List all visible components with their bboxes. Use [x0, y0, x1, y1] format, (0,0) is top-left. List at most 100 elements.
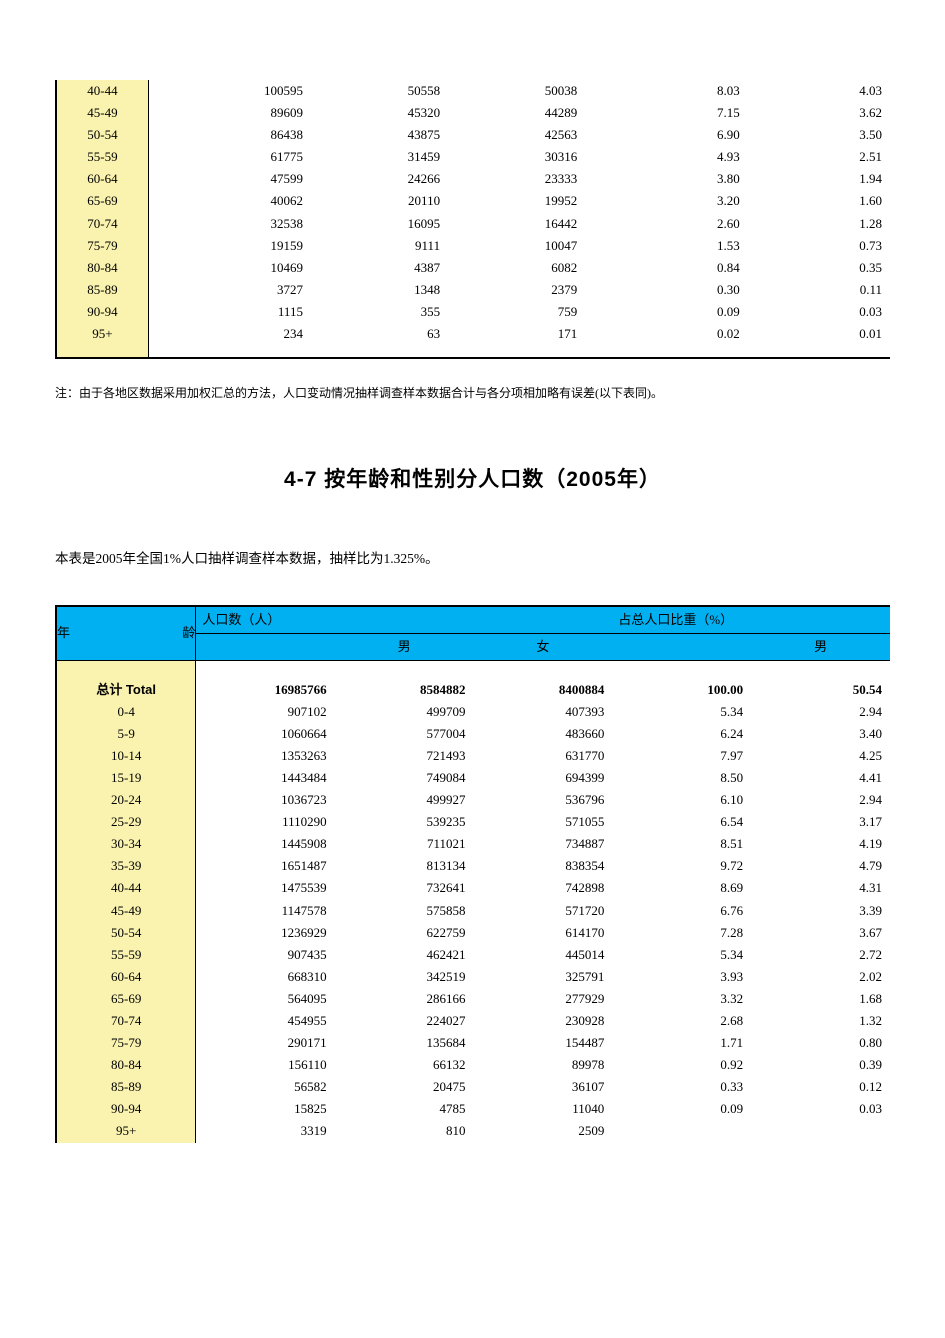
data-cell: 3.93 — [612, 966, 751, 988]
data-cell: 4785 — [335, 1098, 474, 1120]
header-sub-male2: 男 — [751, 634, 890, 661]
data-cell: 16442 — [448, 213, 585, 235]
age-cell: 70-74 — [57, 213, 148, 235]
data-cell: 0.11 — [748, 279, 890, 301]
data-cell: 1.68 — [751, 988, 890, 1010]
page: 40-4410059550558500388.034.0345-49896094… — [0, 0, 945, 1183]
data-cell: 0.33 — [612, 1076, 751, 1098]
data-cell: 1236929 — [196, 922, 335, 944]
table-row: 15-1914434847490846943998.504.41 — [57, 767, 890, 789]
table-row: 95+33198102509 — [57, 1120, 890, 1142]
age-cell: 45-49 — [57, 900, 196, 922]
data-cell: 1.71 — [612, 1032, 751, 1054]
table2-container: 年龄 人口数（人） 占总人口比重（%） 男 女 男 总计 Total 16985… — [55, 605, 890, 1143]
data-cell: 7.97 — [612, 745, 751, 767]
data-cell: 8.50 — [612, 767, 751, 789]
data-cell: 8.03 — [585, 80, 748, 102]
data-cell: 0.35 — [748, 257, 890, 279]
data-cell: 3.39 — [751, 900, 890, 922]
data-cell: 575858 — [335, 900, 474, 922]
data-cell: 234 — [148, 323, 311, 357]
age-cell: 25-29 — [57, 811, 196, 833]
data-cell: 43875 — [311, 124, 448, 146]
table2-spacer — [57, 661, 890, 679]
data-cell: 5.34 — [612, 944, 751, 966]
data-cell: 342519 — [335, 966, 474, 988]
table-row: 40-4410059550558500388.034.03 — [57, 80, 890, 102]
section-title: 4-7 按年龄和性别分人口数（2005年） — [55, 463, 890, 493]
total-c2: 8584882 — [335, 679, 474, 701]
data-cell: 1110290 — [196, 811, 335, 833]
header-sub-female: 女 — [473, 634, 612, 661]
data-cell: 2.72 — [751, 944, 890, 966]
data-cell: 355 — [311, 301, 448, 323]
table-row: 45-498960945320442897.153.62 — [57, 102, 890, 124]
table1-container: 40-4410059550558500388.034.0345-49896094… — [55, 80, 890, 359]
table-row: 90-94158254785110400.090.03 — [57, 1098, 890, 1120]
data-cell: 407393 — [473, 701, 612, 723]
data-cell: 45320 — [311, 102, 448, 124]
data-cell: 10469 — [148, 257, 311, 279]
table-row: 60-646683103425193257913.932.02 — [57, 966, 890, 988]
data-cell: 4.31 — [751, 877, 890, 899]
data-cell: 0.09 — [585, 301, 748, 323]
header-population-group: 人口数（人） — [196, 606, 612, 634]
data-cell: 734887 — [473, 833, 612, 855]
section-description: 本表是2005年全国1%人口抽样调查样本数据，抽样比为1.325%。 — [55, 548, 890, 570]
age-cell: 70-74 — [57, 1010, 196, 1032]
data-cell: 1651487 — [196, 855, 335, 877]
data-cell: 4.19 — [751, 833, 890, 855]
data-cell: 483660 — [473, 723, 612, 745]
data-cell: 32538 — [148, 213, 311, 235]
data-cell: 290171 — [196, 1032, 335, 1054]
data-cell: 742898 — [473, 877, 612, 899]
data-cell: 1115 — [148, 301, 311, 323]
data-cell: 0.84 — [585, 257, 748, 279]
age-cell: 75-79 — [57, 1032, 196, 1054]
data-cell: 23333 — [448, 168, 585, 190]
data-cell: 10047 — [448, 235, 585, 257]
age-cell: 65-69 — [57, 190, 148, 212]
table-row: 50-548643843875425636.903.50 — [57, 124, 890, 146]
data-cell: 42563 — [448, 124, 585, 146]
age-cell: 85-89 — [57, 279, 148, 301]
age-cell: 85-89 — [57, 1076, 196, 1098]
data-cell: 156110 — [196, 1054, 335, 1076]
table-row: 85-895658220475361070.330.12 — [57, 1076, 890, 1098]
age-cell: 95+ — [57, 323, 148, 357]
age-cell: 75-79 — [57, 235, 148, 257]
data-cell: 6.76 — [612, 900, 751, 922]
data-cell: 47599 — [148, 168, 311, 190]
age-cell: 0-4 — [57, 701, 196, 723]
data-cell: 622759 — [335, 922, 474, 944]
data-cell: 2509 — [473, 1120, 612, 1142]
table-row: 25-2911102905392355710556.543.17 — [57, 811, 890, 833]
table-row: 70-744549552240272309282.681.32 — [57, 1010, 890, 1032]
data-cell: 4.41 — [751, 767, 890, 789]
data-cell: 631770 — [473, 745, 612, 767]
data-cell: 20475 — [335, 1076, 474, 1098]
age-cell: 50-54 — [57, 124, 148, 146]
data-cell: 1.53 — [585, 235, 748, 257]
total-c1: 16985766 — [196, 679, 335, 701]
data-cell: 277929 — [473, 988, 612, 1010]
total-c4: 100.00 — [612, 679, 751, 701]
age-cell: 55-59 — [57, 944, 196, 966]
data-cell: 11040 — [473, 1098, 612, 1120]
data-cell: 4.25 — [751, 745, 890, 767]
data-cell: 838354 — [473, 855, 612, 877]
header-sub-male: 男 — [335, 634, 474, 661]
data-cell: 2.94 — [751, 789, 890, 811]
table2-total-row: 总计 Total 16985766 8584882 8400884 100.00… — [57, 679, 890, 701]
table-row: 80-8410469438760820.840.35 — [57, 257, 890, 279]
data-cell: 454955 — [196, 1010, 335, 1032]
data-cell: 6.10 — [612, 789, 751, 811]
data-cell: 286166 — [335, 988, 474, 1010]
table-row: 75-79191599111100471.530.73 — [57, 235, 890, 257]
data-cell: 1.94 — [748, 168, 890, 190]
table-row: 90-9411153557590.090.03 — [57, 301, 890, 323]
data-cell: 325791 — [473, 966, 612, 988]
data-cell: 7.15 — [585, 102, 748, 124]
data-cell: 813134 — [335, 855, 474, 877]
age-cell: 15-19 — [57, 767, 196, 789]
